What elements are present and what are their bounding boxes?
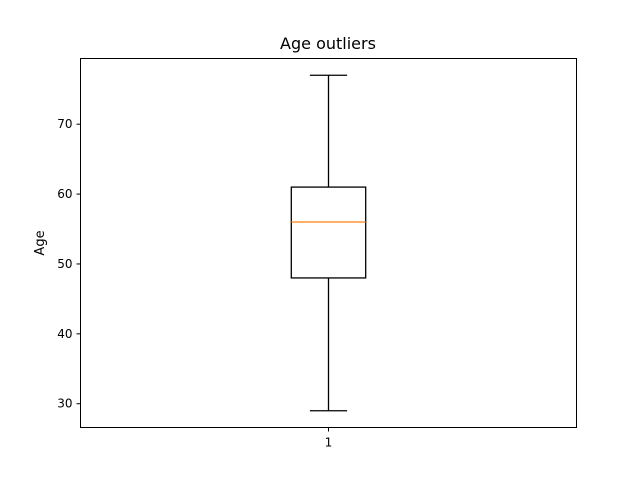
x-tick-label: 1 [325,436,333,450]
y-tick-label: 40 [57,327,72,341]
axes-frame [80,58,577,428]
interquartile-box [290,186,367,279]
chart-title: Age outliers [280,34,376,53]
y-axis-label: Age [33,230,48,255]
y-tick-label: 60 [57,187,72,201]
y-tick-label: 70 [57,117,72,131]
y-tick-label: 50 [57,257,72,271]
y-tick-label: 30 [57,397,72,411]
plot-area: 30 40 50 60 70 1 [57,74,367,450]
